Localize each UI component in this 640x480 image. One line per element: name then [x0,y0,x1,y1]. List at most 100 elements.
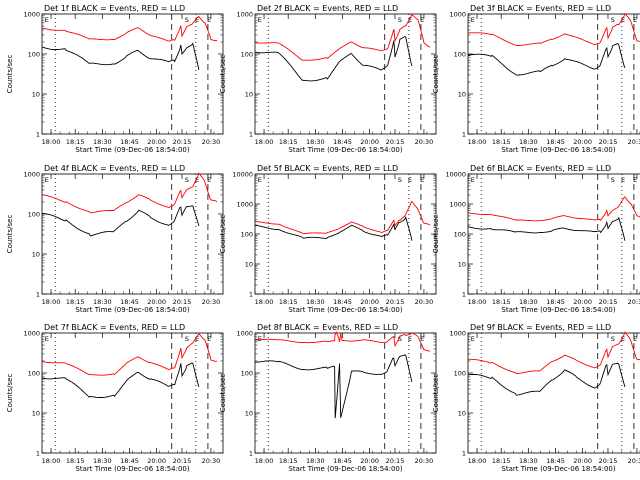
time-marker-label: S [398,176,402,184]
time-marker-label: S [398,335,402,343]
y-axis-label: Counts/sec [432,55,440,94]
y-axis-label: Counts/sec [6,215,14,254]
time-marker-label: S [611,335,615,343]
x-axis-label: Start Time (09-Dec-06 18:54:00) [75,146,189,154]
y-tick-label: 100 [28,51,40,59]
y-tick-label: 100 [241,370,253,378]
y-tick-label: 1 [36,450,40,458]
y-tick-label: 1 [462,450,466,458]
y-tick-label: 1 [249,131,253,139]
series-line-lld [468,331,640,375]
x-tick-label: 18:00 [42,298,61,306]
x-tick-label: 18:15 [66,298,85,306]
y-tick-label: 10 [245,91,253,99]
series-line-lld [41,16,218,42]
time-marker-label: E [258,16,262,24]
x-tick-label: 18:00 [42,138,61,146]
x-tick-label: 20:15 [386,138,405,146]
y-tick-label: 1 [462,131,466,139]
series-line-lld [41,172,218,214]
time-marker-label: E [471,335,475,343]
time-marker-label: E [258,176,262,184]
x-tick-label: 18:45 [333,298,352,306]
x-tick-label: 20:15 [173,298,192,306]
series-line-events [254,216,413,241]
x-axis-label: Start Time (09-Dec-06 18:54:00) [288,465,402,473]
time-marker-label: E [420,335,424,343]
time-marker-label: S [185,335,189,343]
y-tick-label: 100 [28,211,40,219]
x-tick-label: 20:30 [628,138,640,146]
x-tick-label: 18:45 [333,138,352,146]
x-tick-label: 20:00 [360,298,379,306]
x-tick-label: 20:00 [573,138,592,146]
chart-title: Det 2f BLACK = Events, RED = LLD [257,4,398,13]
y-tick-label: 10 [32,410,40,418]
y-tick-label: 10 [458,91,466,99]
x-axis-label: Start Time (09-Dec-06 18:54:00) [75,306,189,314]
y-tick-label: 1 [36,131,40,139]
x-tick-label: 20:30 [415,138,434,146]
x-tick-label: 18:45 [120,457,139,465]
time-marker-label: E [408,176,412,184]
time-marker-label: E [408,16,412,24]
chart-title: Det 4f BLACK = Events, RED = LLD [44,164,185,173]
x-tick-label: 18:15 [492,457,511,465]
x-tick-label: 20:30 [415,457,434,465]
x-tick-label: 18:30 [519,457,538,465]
time-marker-label: E [633,16,637,24]
time-marker-label: E [207,176,211,184]
chart-panel: Det 8f BLACK = Events, RED = LLD Counts/s… [219,323,437,473]
chart-panel: Det 4f BLACK = Events, RED = LLD Counts/s… [6,164,224,314]
time-marker-label: E [420,16,424,24]
time-marker-label: E [195,16,199,24]
time-marker-label: E [45,176,49,184]
y-tick-label: 10 [458,410,466,418]
y-axis-label: Counts/sec [219,215,227,254]
x-tick-label: 20:00 [573,457,592,465]
x-tick-label: 18:30 [93,457,112,465]
time-marker-label: E [195,176,199,184]
x-axis-label: Start Time (09-Dec-06 18:54:00) [288,306,402,314]
x-tick-label: 20:30 [202,138,221,146]
chart-title: Det 6f BLACK = Events, RED = LLD [470,164,611,173]
x-axis-label: Start Time (09-Dec-06 18:54:00) [75,465,189,473]
time-marker-label: E [633,176,637,184]
x-tick-label: 18:45 [120,298,139,306]
chart-panel: Det 1f BLACK = Events, RED = LLD Counts/s… [6,4,224,154]
series-line-lld [254,13,431,61]
y-tick-label: 10 [32,251,40,259]
x-tick-label: 18:45 [546,457,565,465]
time-marker-label: E [471,176,475,184]
x-tick-label: 20:15 [386,457,405,465]
y-tick-label: 1 [249,291,253,299]
x-tick-label: 20:15 [599,457,618,465]
chart-title: Det 8f BLACK = Events, RED = LLD [257,323,398,332]
series-line-events [41,362,200,398]
time-marker-label: E [408,335,412,343]
time-marker-label: E [207,16,211,24]
x-tick-label: 18:00 [255,457,274,465]
series-line-lld [41,332,218,376]
time-marker-label: S [185,16,189,24]
x-tick-label: 20:30 [202,457,221,465]
x-tick-label: 18:15 [66,457,85,465]
time-marker-label: E [207,335,211,343]
y-tick-label: 10000 [232,171,253,179]
x-tick-label: 18:00 [468,457,487,465]
x-tick-label: 18:15 [66,138,85,146]
series-line-events [41,205,200,237]
series-line-lld [467,196,640,222]
x-tick-label: 20:00 [147,457,166,465]
y-tick-label: 1000 [449,330,466,338]
chart-panel: Det 7f BLACK = Events, RED = LLD Counts/s… [6,323,224,473]
x-tick-label: 18:15 [279,457,298,465]
y-tick-label: 1000 [23,11,40,19]
y-axis-label: Counts/sec [432,374,440,413]
x-tick-label: 20:00 [573,298,592,306]
x-tick-label: 18:45 [333,457,352,465]
y-tick-label: 1000 [236,330,253,338]
series-line-lld [468,12,640,46]
y-tick-label: 100 [454,231,466,239]
series-line-events [254,35,413,82]
